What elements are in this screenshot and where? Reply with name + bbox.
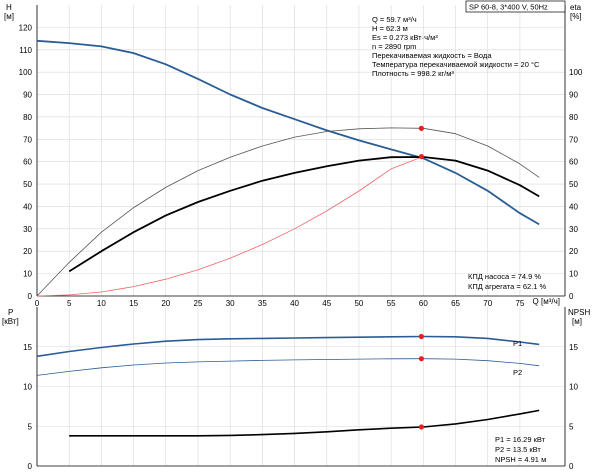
top-left-tick-label-100: 100 xyxy=(19,68,33,77)
pump-title: SP 60-8, 3*400 V, 50Hz xyxy=(469,3,548,12)
top-right-tick-label-10: 10 xyxy=(569,270,578,279)
top-left-axis-label-2: [м] xyxy=(4,12,14,21)
head-curve xyxy=(36,39,540,226)
bottom-left-axis-label-2: [кВт] xyxy=(2,317,19,326)
operating-point-line-1: H = 62.3 м xyxy=(372,24,408,33)
bottom-left-tick-label-5: 5 xyxy=(28,422,33,431)
bottom-left-tick-label-0: 0 xyxy=(28,462,33,471)
operating-point-line-4: Перекачиваемая жидкость = Вода xyxy=(372,51,492,60)
x-tick-label-60: 60 xyxy=(419,299,428,308)
x-tick-label-70: 70 xyxy=(483,299,492,308)
top-right-tick-label-60: 60 xyxy=(569,158,578,167)
bottom-right-axis-label-2: [м] xyxy=(572,317,582,326)
top-right-tick-label-100: 100 xyxy=(569,68,583,77)
x-tick-label-65: 65 xyxy=(451,299,460,308)
top-x-axis-label: Q [м³/ч] xyxy=(533,297,560,306)
operating-point-markers xyxy=(418,125,425,430)
p1-curve xyxy=(36,335,540,358)
pump-title-box xyxy=(465,0,566,13)
bottom-operating-point-2 xyxy=(418,424,425,430)
bottom-left-tick-label-10: 10 xyxy=(23,383,32,392)
top-left-tick-label-20: 20 xyxy=(23,247,32,256)
top-left-tick-label-70: 70 xyxy=(23,135,32,144)
operating-point-line-0: Q = 59.7 м³/ч xyxy=(372,15,417,24)
operating-point-line-6: Плотность = 998.2 кг/м³ xyxy=(372,69,454,78)
bottom-left-tick-label-15: 15 xyxy=(23,343,32,352)
x-tick-label-5: 5 xyxy=(67,299,72,308)
top-left-tick-label-30: 30 xyxy=(23,225,32,234)
x-tick-label-15: 15 xyxy=(129,299,138,308)
x-tick-label-0: 0 xyxy=(35,299,40,308)
x-tick-label-75: 75 xyxy=(515,299,524,308)
x-tick-label-40: 40 xyxy=(290,299,299,308)
bottom-operating-point-0 xyxy=(418,333,425,340)
top-right-tick-label-30: 30 xyxy=(569,225,578,234)
bottom-operating-point-1 xyxy=(418,356,425,362)
tick-labels: 0 5 10 15 20 25 30 35 40 45 50 55 60 65 70 750102030405… xyxy=(19,23,583,471)
x-tick-label-10: 10 xyxy=(97,299,106,308)
x-tick-label-45: 45 xyxy=(322,299,331,308)
top-left-tick-label-50: 50 xyxy=(23,180,32,189)
x-tick-label-55: 55 xyxy=(387,299,396,308)
x-tick-label-50: 50 xyxy=(354,299,363,308)
pump-efficiency-curve xyxy=(36,127,540,297)
pump-efficiency-label: КПД насоса = 74.9 % xyxy=(468,272,541,281)
operating-point-line-3: n = 2890 rpm xyxy=(372,42,416,51)
top-left-tick-label-110: 110 xyxy=(19,46,32,55)
x-tick-label-20: 20 xyxy=(161,299,170,308)
top-right-axis-label-1: eta xyxy=(570,3,582,12)
top-left-tick-label-90: 90 xyxy=(23,91,32,100)
unit-efficiency-curve xyxy=(68,156,540,273)
operating-point-line-5: Температура перекачиваемой жидкости = 20… xyxy=(372,60,540,69)
top-right-tick-label-80: 80 xyxy=(569,113,578,122)
bottom-grid xyxy=(36,307,565,466)
p2-value-label: P2 = 13.5 кВт xyxy=(495,445,541,454)
bottom-right-tick-label-15: 15 xyxy=(569,343,578,352)
top-left-tick-label-40: 40 xyxy=(23,202,32,211)
top-right-tick-label-90: 90 xyxy=(569,91,578,100)
top-left-tick-label-120: 120 xyxy=(19,23,33,32)
top-operating-point-0 xyxy=(418,125,425,131)
npsh-curve xyxy=(69,409,540,437)
p1-value-label: P1 = 16.29 кВт xyxy=(495,435,546,444)
x-tick-label-30: 30 xyxy=(226,299,235,308)
bottom-right-tick-label-0: 0 xyxy=(569,462,574,471)
top-grid xyxy=(36,5,565,296)
top-operating-point-1 xyxy=(418,153,425,160)
top-left-tick-label-0: 0 xyxy=(28,292,33,301)
top-left-axis-label-1: H xyxy=(6,3,12,12)
operating-point-info: Q = 59.7 м³/чH = 62.3 мEs = 0.273 кВт·ч/… xyxy=(372,15,540,78)
bottom-right-axis-label-1: NPSH xyxy=(568,308,590,317)
top-right-tick-label-20: 20 xyxy=(569,247,578,256)
top-left-tick-label-60: 60 xyxy=(23,158,32,167)
bottom-left-axis-label-1: P xyxy=(8,308,13,317)
top-left-tick-label-10: 10 xyxy=(23,270,32,279)
x-tick-label-35: 35 xyxy=(258,299,267,308)
unit-efficiency-label: КПД агрегата = 62.1 % xyxy=(468,282,546,291)
x-tick-label-25: 25 xyxy=(194,299,203,308)
bottom-right-tick-label-5: 5 xyxy=(569,422,574,431)
top-right-tick-label-70: 70 xyxy=(569,135,578,144)
p2-curve xyxy=(36,358,540,376)
curves xyxy=(36,39,540,437)
top-right-tick-label-40: 40 xyxy=(569,202,578,211)
npsh-value-label: NPSH = 4.91 м xyxy=(495,455,546,464)
top-right-axis-label-2: [%] xyxy=(570,12,582,21)
bottom-right-tick-label-10: 10 xyxy=(569,383,578,392)
top-right-tick-label-0: 0 xyxy=(569,292,574,301)
top-left-tick-label-80: 80 xyxy=(23,113,32,122)
p2-curve-label: P2 xyxy=(513,368,522,377)
system-curve-curve xyxy=(36,156,424,297)
top-right-tick-label-50: 50 xyxy=(569,180,578,189)
operating-point-line-2: Es = 0.273 кВт·ч/м³ xyxy=(372,33,438,42)
p1-curve-label: P1 xyxy=(513,339,522,348)
